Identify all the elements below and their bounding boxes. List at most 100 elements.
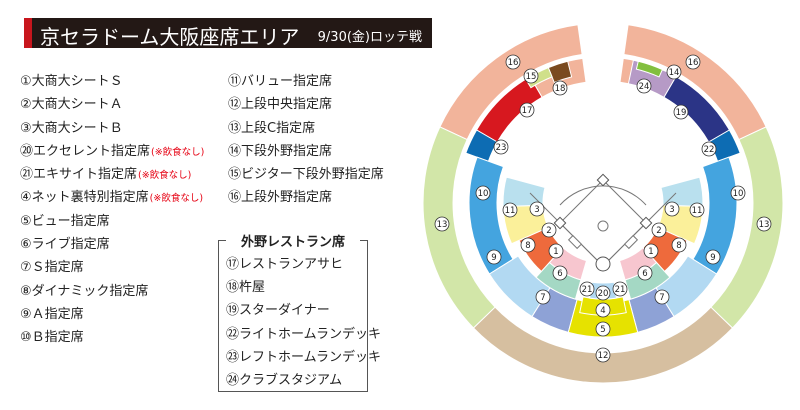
section-number: 10 [478,189,489,199]
section-label-n12: 12 [595,347,611,363]
seat-legend-right: ⑪バリュー指定席 ⑫上段中央指定席 ⑬上段C指定席 ⑭下段外野指定席 ⑮ビジター… [228,70,384,210]
legend-item: ⑤ビュー指定席 [20,213,110,229]
second-base [596,173,610,187]
section-label-n23: 23 [493,139,509,155]
section-label-n11: 11 [689,202,705,218]
restaurant-seats-box: 外野レストラン席 [218,235,368,392]
section-number: 2 [546,226,551,236]
section-number: 10 [733,189,744,199]
section-number: 8 [676,241,681,251]
restaurant-kineya [547,60,573,84]
section-number: 2 [656,226,661,236]
section-label-n21: 21 [612,281,628,297]
legend-item: ①大商大シートＳ [20,74,123,89]
legend-item: ㉒ライトホームランデッキ [226,326,381,342]
section-number: 15 [526,72,537,82]
section-number: 13 [759,220,770,230]
foul-line-right [602,192,677,267]
infield-diamond [559,179,647,267]
section-label-n16: 16 [505,54,521,70]
section-label-n13: 13 [434,216,450,232]
section-number: 16 [508,58,519,68]
club-stadium [635,60,664,78]
section-label-n9: 9 [705,249,721,265]
dugout-right [623,234,639,250]
restaurant-box-title: 外野レストラン席 [219,231,367,250]
legend-item: ㉔クラブスタジアム [226,372,343,388]
game-date: 9/30(金)ロッテ戦 [317,30,422,45]
daisho-b-right [660,176,704,208]
upper-outfield-left [439,24,583,141]
section-label-n24: 24 [636,78,652,94]
pitchers-mound [597,220,609,232]
title-bar: 京セラドーム大阪座席エリア 9/30(金)ロッテ戦 [24,18,432,49]
section-label-n18: 18 [552,80,568,96]
section-number: 8 [525,241,530,251]
section-label-n6: 6 [552,265,568,281]
section-label-n3: 3 [529,201,545,217]
section-number: 9 [491,253,496,263]
section-label-n20: 20 [595,285,611,301]
section-label-n7: 7 [654,289,670,305]
section-number: 19 [676,108,687,118]
first-base [639,216,653,230]
section-number: 18 [555,84,566,94]
legend-item: ⑫上段中央指定席 [228,97,333,113]
page-title: 京セラドーム大阪座席エリア [40,25,300,49]
legend-item: ⑮ビジター下段外野指定席 [228,167,384,183]
upper-center [472,306,734,384]
legend-item: ⑭下段外野指定席 [228,143,333,159]
section-label-n5: 5 [595,321,611,337]
section-label-n2: 2 [651,222,667,238]
section-number: 14 [669,68,680,78]
legend-item: ⑯上段外野指定席 [228,190,333,206]
section-label-n22: 22 [701,141,717,157]
upper-c-left [422,126,496,329]
section-label-n17: 17 [519,102,535,118]
section-number: 21 [582,285,593,295]
section-number: 6 [557,269,562,279]
section-label-n4: 4 [595,302,611,318]
legend-item: ④ネット裏特別指定席(※飲食なし) [20,190,204,206]
section-label-n19: 19 [673,104,689,120]
third-base [553,216,567,230]
section-label-n13: 13 [756,216,772,232]
section-label-n1: 1 [643,243,659,259]
restaurant-legend: ⑰レストランアサヒ ⑱杵屋 ⑲スターダイナー ㉒ライトホームランデッキ ㉓レフト… [226,253,381,392]
section-number: 22 [704,145,715,155]
section-label-n9: 9 [486,249,502,265]
section-label-n11: 11 [502,202,518,218]
legend-item: ⑧ダイナミック指定席 [20,283,149,299]
legend-item: ⑦Ｓ指定席 [20,260,84,276]
section-number: 1 [553,247,558,257]
legend-item: ⑰レストランアサヒ [226,257,344,272]
legend-item: ⑩Ｂ指定席 [20,330,84,346]
section-number: 13 [437,220,448,230]
section-number: 11 [692,206,703,216]
legend-item: ⑲スターダイナー [226,303,330,319]
legend-item: ⑪バリュー指定席 [228,74,333,89]
section-number: 23 [496,143,507,153]
baseball-field [529,173,677,272]
section-number: 6 [642,269,647,279]
section-label-n15: 15 [523,68,539,84]
section-label-n8: 8 [671,237,687,253]
legend-item: ⑬上段C指定席 [228,120,316,136]
section-number: 20 [598,289,609,299]
legend-item: ⑨Ａ指定席 [20,306,84,322]
section-number: 3 [669,205,674,215]
section-number: 7 [659,293,664,303]
daisho-b-left [502,176,546,208]
section-label-n1: 1 [548,243,564,259]
section-number: 11 [505,206,516,216]
dugout-left [567,234,583,250]
section-number: 17 [522,106,533,116]
section-number: 12 [598,351,609,361]
legend-item: ②大商大シートＡ [20,97,123,113]
legend-item: ③大商大シートＢ [20,120,123,136]
section-label-n7: 7 [535,289,551,305]
legend-item: ㉓レフトホームランデッキ [226,349,381,365]
section-label-n14: 14 [666,64,682,80]
